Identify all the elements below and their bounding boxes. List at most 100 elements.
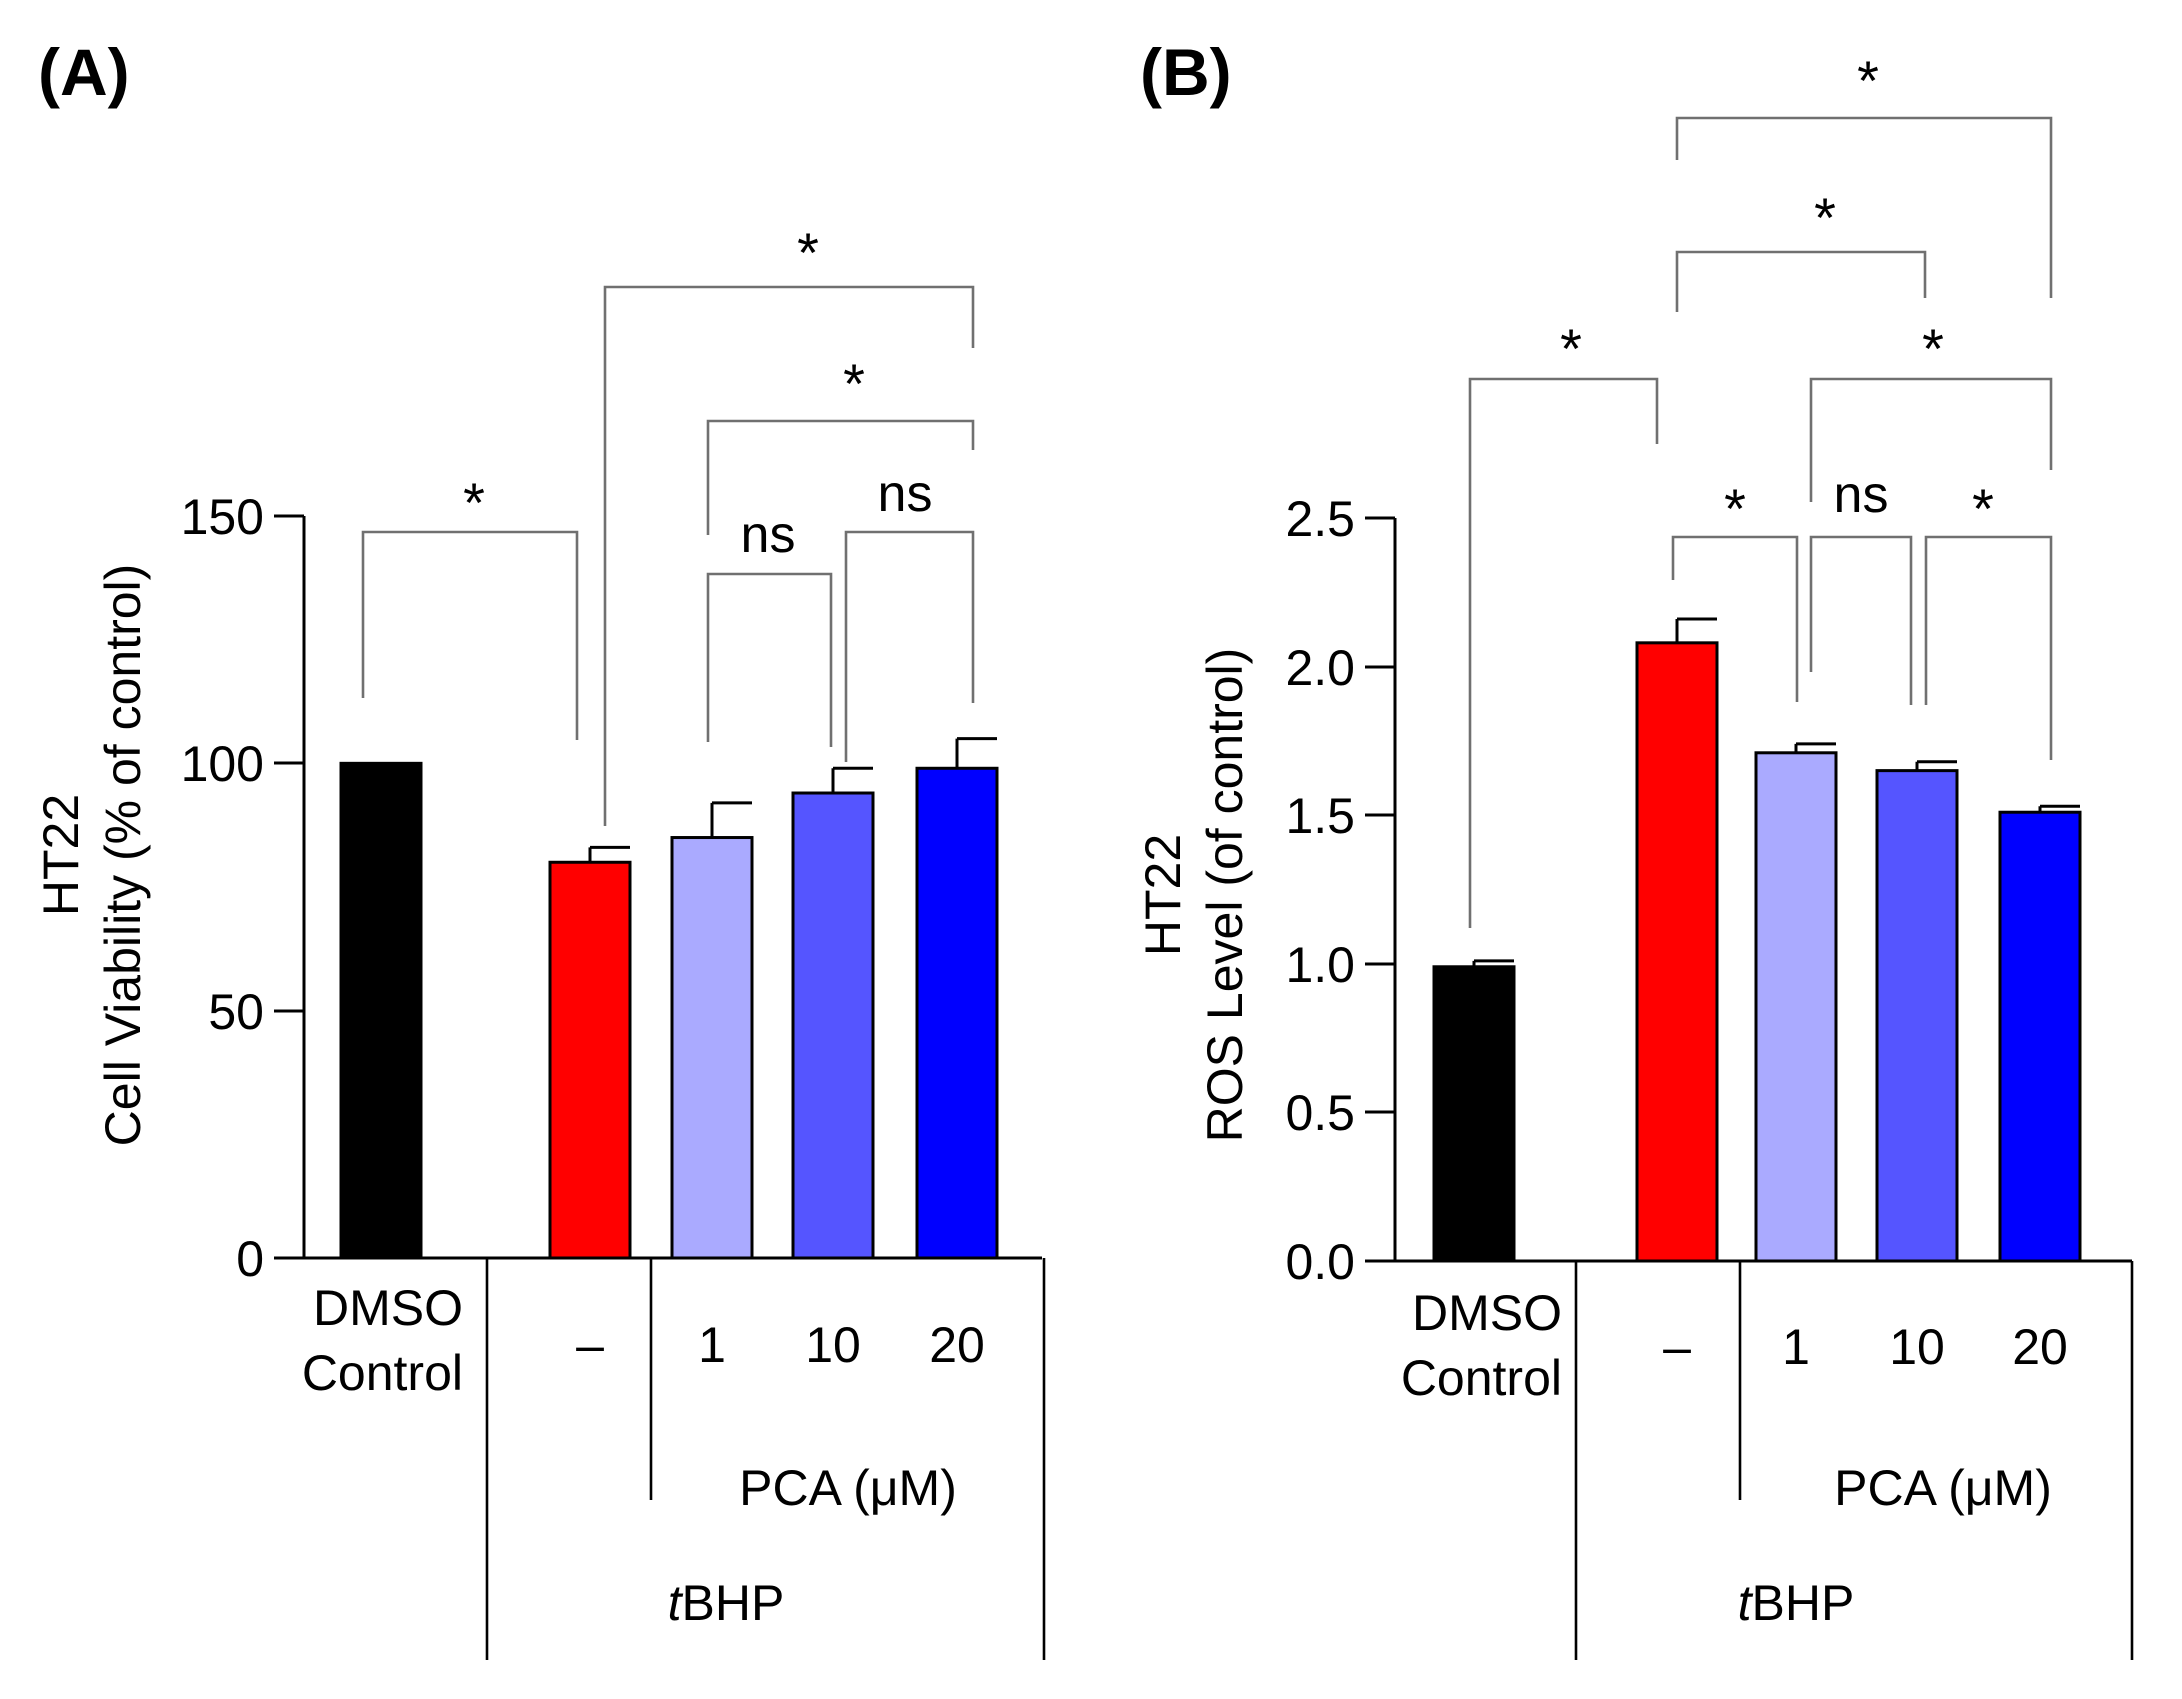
panel-b-bar-pca-10	[1875, 769, 1959, 1263]
panel-b-error-pca-10	[1915, 760, 1957, 771]
panel-b-ylabel-line2: ROS Level (of control)	[1197, 648, 1253, 1143]
panel-a-sig-tbhp-vs-20: *	[797, 221, 819, 284]
panel-a-sig-1-vs-20: *	[843, 352, 865, 415]
panel-a-bar-pca-10	[791, 791, 875, 1260]
panel-a-bracket-tbhp-vs-20	[603, 285, 975, 826]
panel-b-y-tick-1: 0.5	[1285, 1085, 1395, 1141]
panel-b-ytick-label-3: 1.5	[1285, 788, 1355, 844]
panel-a-error-pca-10	[831, 766, 873, 794]
panel-a-tbhp-rest: BHP	[682, 1575, 785, 1631]
panel-a-y-tick-2: 100	[181, 736, 304, 792]
panel-b-xlabel-dmso-line2: Control	[1401, 1350, 1562, 1406]
panel-b-bracket-tbhp-vs-20	[1675, 116, 2053, 298]
panel-a-sig-1-vs-10: ns	[741, 506, 796, 564]
panel-a-bars	[339, 761, 999, 1260]
panel-a-label: (A)	[38, 35, 130, 109]
panel-b-error-tbhp	[1675, 617, 1717, 643]
panel-b-y-tick-0: 0.0	[1285, 1234, 1395, 1290]
panel-a-y-tick-0: 0	[236, 1231, 304, 1287]
panel-b-ytick-label-0: 0.0	[1285, 1234, 1355, 1290]
panel-a-y-axis: 0 50 100 150	[181, 489, 306, 1287]
panel-a-error-pca-1	[710, 801, 752, 838]
panel-a-error-bars	[588, 737, 997, 863]
panel-a-ylabel-line1: HT22	[33, 794, 89, 916]
panel-a-xlabel-dmso-line2: Control	[302, 1345, 463, 1401]
panel-b-y-tick-4: 2.0	[1285, 640, 1395, 696]
panel-b-tbhp-rest: BHP	[1752, 1575, 1855, 1631]
panel-b-y-axis: 0.0 0.5 1.0 1.5 2.0 2.5	[1285, 491, 1397, 1290]
panel-a-y-tick-1: 50	[208, 984, 304, 1040]
panel-b-xlabel-tbhp: –	[1663, 1319, 1691, 1375]
panel-a-ytick-label-1: 50	[208, 984, 264, 1040]
panel-a-pca-group-label: PCA (μM)	[739, 1460, 957, 1516]
panel-b-tbhp-prefix: t	[1738, 1575, 1754, 1631]
panel-a-xlabel-dmso-line1: DMSO	[313, 1280, 463, 1336]
panel-a-sig-dmso-vs-tbhp: *	[463, 471, 485, 534]
panel-b-bar-dmso	[1432, 965, 1516, 1263]
panel-b-error-pca-1	[1794, 742, 1836, 753]
panel-b-bracket-tbhp-vs-10	[1675, 250, 1927, 312]
panel-b-bars	[1432, 641, 2082, 1263]
panel-b-y-tick-3: 1.5	[1285, 788, 1395, 844]
panel-b-ytick-label-5: 2.5	[1285, 491, 1355, 547]
panel-a-bracket-1-vs-10	[706, 572, 833, 747]
panel-a-bracket-10-vs-20	[844, 530, 975, 762]
panel-a-bar-pca-20	[915, 766, 999, 1260]
panel-b-sig-dmso-vs-tbhp: *	[1560, 317, 1582, 380]
panel-a-ylabel-line2: Cell Viability (% of control)	[95, 564, 151, 1147]
panel-a-bar-tbhp	[548, 860, 632, 1260]
panel-b-sig-tbhp-vs-10: *	[1814, 186, 1836, 249]
panel-a-bracket-1-vs-20	[706, 419, 975, 535]
panel-b-xlabel-pca-1: 1	[1782, 1319, 1810, 1375]
panel-a-error-tbhp	[588, 845, 630, 863]
panel-a-tbhp-group-label: tBHP	[668, 1575, 785, 1631]
panel-b-bracket-10-vs-20	[1924, 535, 2053, 760]
panel-a: (A) HT22 Cell Viability (% of control) 0…	[33, 35, 1046, 1660]
panel-a-y-tick-3: 150	[181, 489, 304, 545]
panel-a-bar-dmso	[339, 761, 423, 1260]
panel-b-xlabel-dmso-line1: DMSO	[1412, 1285, 1562, 1341]
panel-b-error-pca-20	[2038, 804, 2080, 813]
panel-a-ytick-label-0: 0	[236, 1231, 264, 1287]
panel-b-error-dmso	[1472, 959, 1514, 967]
panel-b-bracket-1-vs-10	[1809, 535, 1913, 705]
panel-b-bar-pca-20	[1998, 810, 2082, 1263]
panel-b-xlabel-pca-20: 20	[2012, 1319, 2068, 1375]
panel-a-ytick-label-3: 150	[181, 489, 264, 545]
panel-b-ytick-label-2: 1.0	[1285, 937, 1355, 993]
panel-b-bracket-dmso-vs-tbhp	[1468, 377, 1659, 928]
panel-a-xlabel-pca-1: 1	[698, 1317, 726, 1373]
panel-a-xlabel-tbhp: –	[576, 1317, 604, 1373]
panel-b-sig-1-vs-10: ns	[1834, 466, 1889, 524]
panel-b-xlabel-pca-10: 10	[1889, 1319, 1945, 1375]
panel-a-sig-10-vs-20: ns	[878, 465, 933, 523]
panel-b-sig-tbhp-vs-20: *	[1857, 49, 1879, 112]
panel-b-ylabel-line1: HT22	[1135, 834, 1191, 956]
panel-a-tbhp-prefix: t	[668, 1575, 684, 1631]
panel-b-significance: * ns * * * * *	[1468, 49, 2053, 928]
panel-b-tbhp-group-label: tBHP	[1738, 1575, 1855, 1631]
panel-b-bracket-1-vs-20	[1809, 377, 2053, 502]
panel-b-ytick-label-1: 0.5	[1285, 1085, 1355, 1141]
panel-a-y-axis-label: HT22 Cell Viability (% of control)	[33, 564, 151, 1147]
panel-a-xlabel-pca-20: 20	[929, 1317, 985, 1373]
panel-b-sig-tbhp-vs-1: *	[1724, 477, 1746, 540]
panel-b-group-lines	[1574, 1261, 2134, 1660]
panel-b-pca-group-label: PCA (μM)	[1834, 1460, 2052, 1516]
panel-b-bar-tbhp	[1635, 641, 1719, 1263]
panel-a-significance: * ns ns * *	[361, 221, 975, 826]
panel-b-sig-10-vs-20: *	[1972, 477, 1994, 540]
panel-b-y-tick-5: 2.5	[1285, 491, 1395, 547]
panel-b: (B) HT22 ROS Level (of control) 0.0 0.5 …	[1135, 35, 2134, 1660]
panel-a-bar-pca-1	[670, 836, 754, 1260]
panel-a-error-pca-20	[955, 737, 997, 769]
panel-b-x-labels: DMSO Control – 1 10 20	[1401, 1285, 2068, 1406]
panel-b-label: (B)	[1140, 35, 1232, 109]
panel-a-xlabel-pca-10: 10	[805, 1317, 861, 1373]
panel-a-x-labels: DMSO Control – 1 10 20	[302, 1280, 985, 1401]
panel-b-y-axis-label: HT22 ROS Level (of control)	[1135, 648, 1253, 1143]
panel-b-error-bars	[1472, 617, 2080, 967]
panel-b-ytick-label-4: 2.0	[1285, 640, 1355, 696]
panel-b-bar-pca-1	[1754, 751, 1838, 1263]
